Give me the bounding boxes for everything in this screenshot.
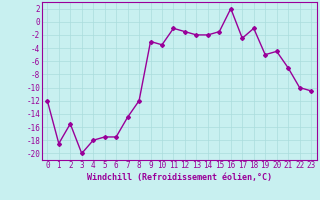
X-axis label: Windchill (Refroidissement éolien,°C): Windchill (Refroidissement éolien,°C) — [87, 173, 272, 182]
